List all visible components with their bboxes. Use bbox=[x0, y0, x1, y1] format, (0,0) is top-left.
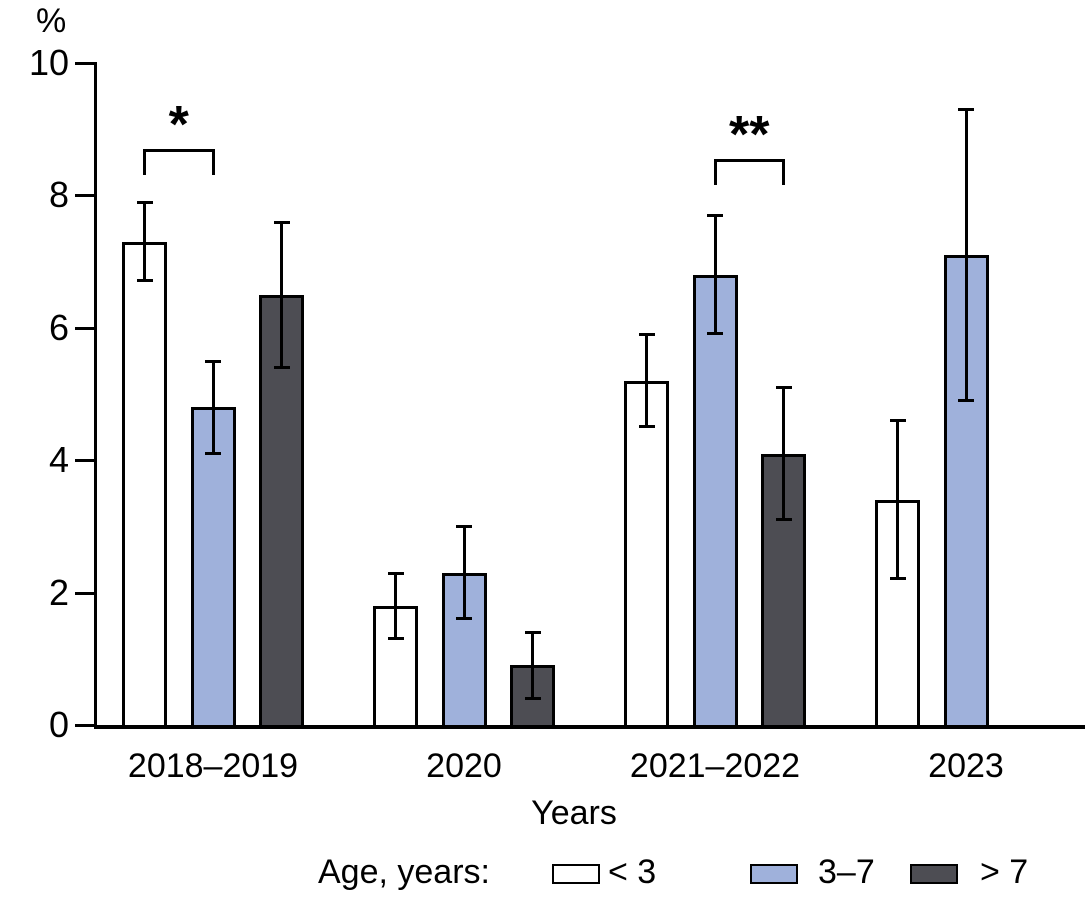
significance-label: ** bbox=[729, 105, 770, 164]
bar-2018–2019-< 3 bbox=[122, 241, 167, 729]
error-bar-cap-top bbox=[707, 214, 723, 218]
y-tick-label: 8 bbox=[48, 174, 69, 216]
y-tick bbox=[75, 724, 97, 727]
significance-bracket-leg bbox=[211, 149, 215, 176]
y-tick bbox=[75, 62, 97, 65]
error-bar-cap-bottom bbox=[273, 365, 290, 369]
error-bar-cap-top bbox=[136, 201, 153, 205]
error-bar-cap-bottom bbox=[205, 451, 221, 455]
y-tick-label: 2 bbox=[48, 571, 69, 613]
error-bar-cap-bottom bbox=[889, 577, 906, 581]
error-bar-line bbox=[280, 221, 283, 368]
y-tick-label: 4 bbox=[48, 439, 69, 481]
x-tick-label: 2020 bbox=[426, 747, 502, 785]
significance-bracket-leg bbox=[143, 149, 146, 176]
error-bar-line bbox=[713, 215, 717, 335]
error-bar-cap-bottom bbox=[136, 279, 153, 283]
legend-label-> 7: > 7 bbox=[980, 853, 1029, 891]
legend-swatch-> 7 bbox=[910, 864, 958, 884]
y-tick bbox=[75, 459, 97, 463]
error-bar-cap-bottom bbox=[958, 398, 974, 402]
y-tick-label: 6 bbox=[48, 306, 69, 348]
error-bar-cap-bottom bbox=[456, 617, 472, 621]
significance-bracket bbox=[143, 149, 215, 153]
y-tick-label: 10 bbox=[28, 42, 69, 83]
error-bar-line bbox=[782, 387, 785, 520]
y-tick-label: 0 bbox=[48, 704, 69, 745]
error-bar-cap-top bbox=[205, 359, 221, 363]
error-bar-cap-bottom bbox=[387, 636, 404, 640]
x-tick-label: 2018–2019 bbox=[127, 747, 299, 785]
legend-label-< 3: < 3 bbox=[608, 853, 657, 891]
error-bar-line bbox=[462, 526, 466, 620]
significance-bracket-leg bbox=[713, 158, 717, 185]
legend-swatch-< 3 bbox=[552, 864, 600, 884]
y-tick bbox=[75, 326, 97, 330]
y-axis-line bbox=[94, 62, 97, 729]
x-tick-label: 2023 bbox=[928, 747, 1004, 785]
legend-title: Age, years: bbox=[318, 853, 490, 891]
error-bar-cap-top bbox=[958, 108, 974, 112]
error-bar-cap-top bbox=[638, 333, 655, 337]
error-bar-cap-bottom bbox=[638, 425, 655, 429]
y-tick bbox=[75, 591, 97, 595]
significance-bracket-leg bbox=[782, 158, 785, 185]
error-bar-line bbox=[645, 334, 648, 428]
significance-label: * bbox=[168, 96, 189, 155]
error-bar-cap-bottom bbox=[524, 696, 541, 700]
error-bar-cap-top bbox=[775, 386, 792, 390]
bar-2021–2022-3–7 bbox=[692, 274, 738, 729]
error-bar-line bbox=[531, 632, 534, 699]
y-axis-unit-label: % bbox=[36, 2, 67, 40]
error-bar-cap-bottom bbox=[707, 332, 723, 336]
error-bar-cap-top bbox=[273, 220, 290, 224]
legend-swatch-3–7 bbox=[750, 864, 798, 884]
bar-2018–2019-3–7 bbox=[190, 407, 236, 729]
legend-label-3–7: 3–7 bbox=[818, 853, 875, 891]
bar-2018–2019-> 7 bbox=[259, 294, 304, 729]
error-bar-cap-top bbox=[524, 631, 541, 635]
error-bar-cap-bottom bbox=[775, 517, 792, 521]
x-axis-title: Years bbox=[531, 794, 617, 832]
error-bar-cap-top bbox=[889, 419, 906, 423]
significance-bracket bbox=[713, 158, 785, 162]
bar-2021–2022-< 3 bbox=[624, 380, 669, 729]
error-bar-line bbox=[211, 360, 215, 454]
error-bar-cap-top bbox=[456, 525, 472, 529]
error-bar-line bbox=[394, 572, 397, 639]
error-bar-cap-top bbox=[387, 571, 404, 575]
x-tick-label: 2021–2022 bbox=[629, 747, 801, 785]
error-bar-line bbox=[964, 109, 968, 401]
error-bar-line bbox=[896, 420, 899, 580]
error-bar-line bbox=[143, 202, 146, 282]
x-axis-line bbox=[94, 725, 1085, 729]
y-tick bbox=[75, 194, 97, 198]
